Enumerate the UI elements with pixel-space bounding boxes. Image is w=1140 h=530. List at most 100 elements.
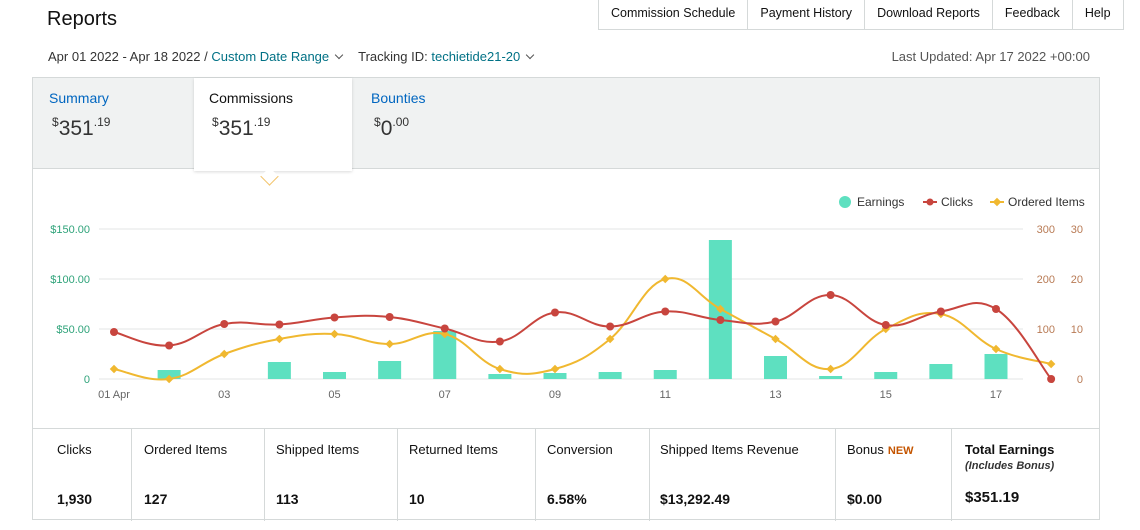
commission-schedule-link[interactable]: Commission Schedule	[598, 0, 747, 29]
tab-commissions-amount: $351.19	[212, 115, 271, 140]
ordered-items-point	[716, 304, 725, 314]
commissions-chart: $150.00$100.00$50.0003002001000302010001…	[50, 195, 1085, 401]
right-axis-clicks-tick-label: 200	[1037, 274, 1055, 286]
report-tabs: Summary $351.19 Commissions $351.19 Boun…	[33, 78, 1099, 171]
stat-label: Total Earnings (Includes Bonus)	[965, 442, 1055, 472]
clicks-point	[661, 307, 670, 316]
legend-label: Earnings	[857, 195, 904, 209]
x-axis-tick-label: 03	[218, 389, 230, 401]
ordered-items-point	[220, 349, 229, 359]
stat-value: $0.00	[847, 491, 883, 507]
earnings-bar	[433, 331, 457, 379]
new-badge: NEW	[887, 445, 914, 457]
ordered-items-point	[826, 364, 835, 374]
stat-returned-items: Returned Items 10	[398, 429, 536, 521]
clicks-point	[440, 324, 449, 333]
stat-value: 10	[409, 491, 425, 507]
clicks-point	[275, 320, 284, 329]
earnings-bar	[984, 354, 1008, 379]
clicks-point	[1047, 375, 1056, 383]
custom-date-range-dropdown[interactable]: Custom Date Range	[211, 49, 344, 64]
tracking-id-dropdown[interactable]: techietide21-20	[431, 49, 535, 64]
x-axis-tick-label: 11	[660, 389, 671, 401]
legend-earnings-marker	[839, 196, 851, 208]
date-range-text: Apr 01 2022 - Apr 18 2022 /	[48, 49, 208, 64]
clicks-point	[992, 305, 1000, 313]
stat-label: Shipped Items Revenue	[660, 442, 799, 457]
tab-summary-amount: $351.19	[52, 115, 111, 140]
clicks-point	[110, 328, 118, 336]
clicks-point	[495, 337, 504, 346]
right-axis-items-tick-label: 20	[1071, 274, 1083, 286]
help-link[interactable]: Help	[1071, 0, 1124, 29]
stat-label: Shipped Items	[276, 442, 360, 457]
stat-label: Conversion	[547, 442, 613, 457]
tracking-id-label: Tracking ID:	[358, 49, 428, 64]
stat-label: Ordered Items	[144, 442, 228, 457]
last-updated-text: Last Updated: Apr 17 2022 +00:00	[891, 49, 1090, 64]
stat-value: $351.19	[965, 489, 1020, 506]
stat-total-earnings: Total Earnings (Includes Bonus) $351.19	[952, 429, 1099, 521]
right-axis-items-tick-label: 10	[1071, 324, 1083, 336]
ordered-items-point	[330, 329, 339, 339]
x-axis-tick-label: 15	[880, 389, 892, 401]
earnings-bar	[267, 362, 291, 379]
clicks-point	[551, 308, 559, 317]
top-navigation: Commission Schedule Payment History Down…	[598, 0, 1124, 30]
stat-value: 127	[144, 491, 168, 507]
stat-value: 6.58%	[547, 491, 587, 507]
stat-shipped-items: Shipped Items 113	[265, 429, 398, 521]
ordered-items-point	[164, 374, 174, 384]
earnings-bar	[929, 364, 953, 379]
stat-shipped-revenue: Shipped Items Revenue $13,292.49	[650, 429, 836, 521]
stat-conversion: Conversion 6.58%	[536, 429, 650, 521]
right-axis-items-tick-label: 30	[1071, 224, 1083, 236]
left-axis-tick-label: $150.00	[50, 224, 90, 236]
stat-label: Clicks	[57, 442, 92, 457]
ordered-items-point	[771, 334, 780, 344]
page-title: Reports	[47, 8, 118, 30]
ordered-items-point	[1046, 359, 1056, 369]
tab-commissions-label: Commissions	[209, 90, 294, 106]
payment-history-link[interactable]: Payment History	[747, 0, 864, 29]
earnings-bar	[543, 373, 567, 379]
earnings-bar	[819, 376, 843, 379]
stat-value: 113	[276, 491, 299, 507]
report-filters: Apr 01 2022 - Apr 18 2022 / Custom Date …	[48, 49, 535, 64]
clicks-point	[385, 313, 394, 321]
clicks-point	[771, 317, 780, 326]
right-axis-clicks-tick-label: 300	[1037, 224, 1055, 236]
left-axis-tick-label: $50.00	[56, 324, 90, 336]
clicks-point	[165, 341, 174, 350]
tab-bounties-amount: $0.00	[374, 115, 410, 140]
stat-value: 1,930	[57, 491, 93, 507]
legend-clicks-marker	[926, 198, 934, 206]
x-axis-tick-label: 17	[990, 389, 1002, 401]
feedback-link[interactable]: Feedback	[991, 0, 1072, 29]
download-reports-link[interactable]: Download Reports	[864, 0, 992, 29]
clicks-point	[716, 316, 725, 324]
earnings-bar	[157, 370, 181, 379]
stat-label: Returned Items	[409, 442, 498, 457]
stat-label: Bonus NEW	[847, 442, 914, 457]
x-axis-tick-label: 01 Apr	[98, 389, 130, 401]
tracking-id-value: techietide21-20	[431, 49, 521, 64]
ordered-items-point	[991, 344, 1001, 354]
ordered-items-point	[661, 274, 670, 284]
left-axis-tick-label: $100.00	[50, 274, 90, 286]
stat-bonus: Bonus NEW $0.00	[836, 429, 952, 521]
stat-clicks: Clicks 1,930	[33, 429, 132, 521]
earnings-bar	[378, 361, 402, 379]
stat-value: $13,292.49	[660, 491, 731, 507]
clicks-point	[936, 307, 945, 316]
clicks-point	[330, 313, 339, 322]
x-axis-tick-label: 09	[549, 389, 561, 401]
earnings-bar	[764, 356, 787, 379]
clicks-point	[606, 322, 615, 331]
tab-bounties-label: Bounties	[371, 90, 426, 106]
legend-label: Ordered Items	[1008, 195, 1085, 209]
tab-commissions[interactable]: Commissions $351.19	[194, 78, 352, 171]
clicks-point	[881, 321, 890, 329]
clicks-line	[113, 293, 1052, 380]
ordered-items-point	[385, 339, 394, 349]
